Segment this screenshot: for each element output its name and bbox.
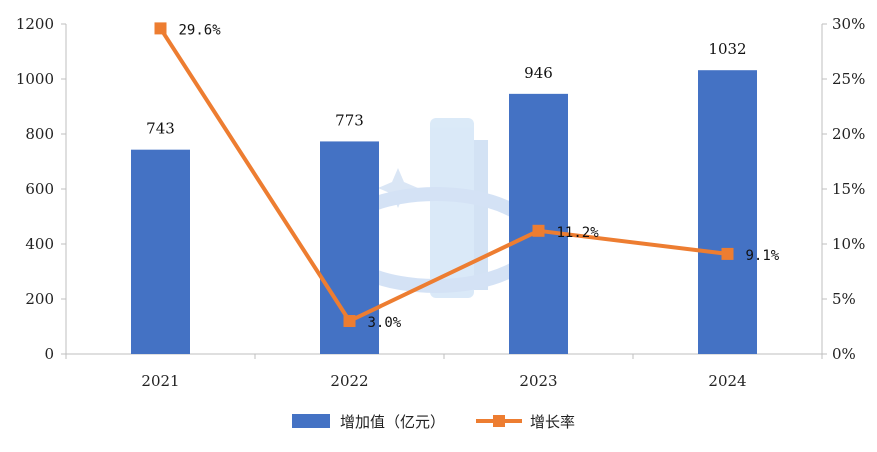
- bar-data-label: 946: [524, 64, 553, 82]
- line-data-label: 3.0%: [368, 315, 402, 331]
- y-left-tick-label: 200: [25, 290, 54, 308]
- line-point-marker: [154, 22, 167, 35]
- legend-label-bar: 增加值（亿元）: [340, 413, 445, 431]
- y-right-tick-label: 20%: [832, 125, 865, 143]
- x-tick-label: 2023: [519, 372, 557, 390]
- growth-line: [158, 27, 728, 323]
- x-tick-label: 2021: [141, 372, 179, 390]
- line-point-marker: [343, 315, 356, 327]
- line-series: 29.6% 3.0% 11.2% 9.1%: [154, 22, 780, 331]
- axes: 0 200 400 600 800 1000 1200 0% 5% 10% 15% 20% 25% 30%…: [16, 15, 866, 390]
- line-point-marker: [721, 247, 734, 260]
- x-tick-label: 2022: [330, 372, 368, 390]
- y-right-tick-label: 10%: [832, 235, 865, 253]
- y-left-tick-label: 0: [44, 345, 54, 363]
- legend-swatch-bar: [292, 414, 330, 428]
- y-right-tick-label: 15%: [832, 180, 865, 198]
- line-data-label: 29.6%: [179, 22, 222, 38]
- y-left-tick-label: 1000: [16, 70, 54, 88]
- y-left-tick-label: 1200: [16, 15, 54, 33]
- line-data-label: 9.1%: [746, 248, 780, 264]
- y-right-tick-label: 25%: [832, 70, 865, 88]
- bar-series: 743 773 946 1032: [131, 40, 757, 354]
- y-right-tick-label: 0%: [832, 345, 856, 363]
- y-right-tick-label: 5%: [832, 290, 856, 308]
- bar: [509, 93, 568, 354]
- legend: 增加值（亿元） 增长率: [292, 413, 575, 431]
- legend-swatch-marker: [493, 415, 505, 427]
- line-point-marker: [532, 224, 545, 237]
- bar-data-label: 743: [146, 120, 175, 138]
- bar-data-label: 1032: [708, 40, 746, 58]
- y-left-tick-label: 400: [25, 235, 54, 253]
- y-left-tick-label: 800: [25, 125, 54, 143]
- legend-label-line: 增长率: [530, 413, 575, 431]
- bar-data-label: 773: [335, 111, 364, 129]
- bar: [698, 70, 757, 354]
- y-left-tick-label: 600: [25, 180, 54, 198]
- line-data-label: 11.2%: [557, 225, 600, 241]
- bar: [131, 149, 190, 354]
- x-tick-label: 2024: [708, 372, 746, 390]
- y-right-tick-label: 30%: [832, 15, 865, 33]
